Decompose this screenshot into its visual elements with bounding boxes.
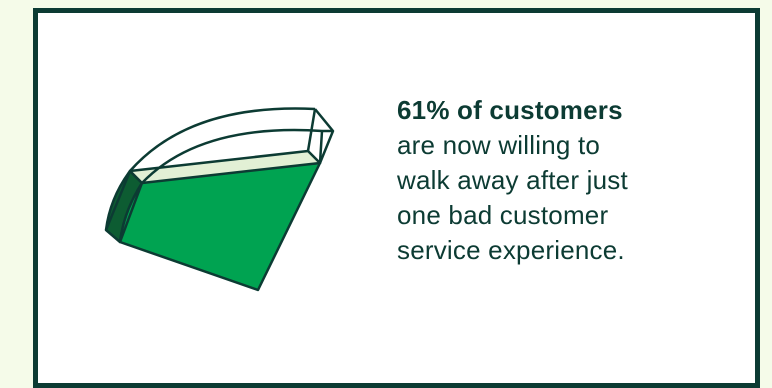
stat-line: are now willing to	[397, 130, 601, 160]
stat-headline: 61% of customers	[397, 95, 623, 125]
stat-card: 61% of customers are now willing to walk…	[33, 8, 760, 388]
stat-line: one bad customer	[397, 200, 609, 230]
stat-text-block: 61% of customers are now willing to walk…	[397, 93, 727, 268]
stat-line: walk away after just	[397, 165, 628, 195]
stat-line: service experience.	[397, 235, 625, 265]
pie-slice-icon	[90, 103, 375, 308]
